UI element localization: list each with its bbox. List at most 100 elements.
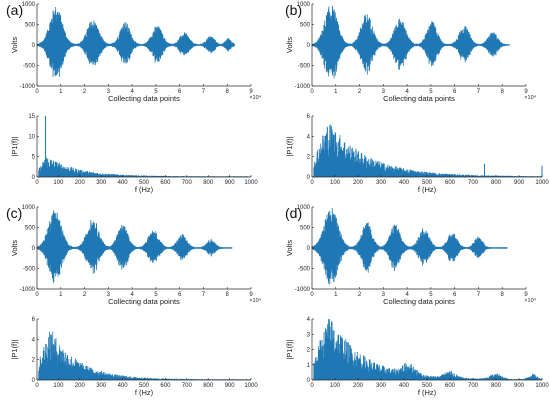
y-tick-label: 0 xyxy=(307,175,311,181)
x-axis-label: f (Hz) xyxy=(135,185,154,194)
y-tick-label: 0 xyxy=(307,43,311,49)
time-plot-c: 0 1 2 3 4 5 6 7 8 9 -1000 -500 0 500 1000 Collecting da… xyxy=(10,205,262,306)
y-tick-label: 0 xyxy=(32,175,36,181)
y-tick-label: -500 xyxy=(23,267,36,273)
y-tick-label: -1000 xyxy=(295,287,311,293)
time-plot-d: 0 1 2 3 4 5 6 7 8 9 -1000 -500 0 500 1000 Collecting da… xyxy=(285,205,537,306)
x-tick-label: 1000 xyxy=(535,383,549,389)
y-axis-label: Volts xyxy=(10,240,19,257)
y-tick-label: -1000 xyxy=(20,287,36,293)
y-tick-label: -500 xyxy=(298,64,311,70)
x-tick-label: 0 xyxy=(35,180,39,186)
x-tick-label: 300 xyxy=(376,180,387,186)
x-tick-label: 7 xyxy=(202,292,206,298)
x-tick-label: 900 xyxy=(225,383,236,389)
spectrum-plot-d: 0 100 200 300 400 500 600 700 800 900 1000 0 1 2 3 4 f (… xyxy=(285,317,549,397)
x-tick-label: 0 xyxy=(310,383,314,389)
signal-trace xyxy=(36,210,233,283)
x-tick-label: 900 xyxy=(225,180,236,186)
x-tick-label: 4 xyxy=(405,292,409,298)
x-exponent-label: ×10⁴ xyxy=(524,297,536,304)
x-tick-label: 0 xyxy=(310,180,314,186)
y-tick-label: 500 xyxy=(25,23,36,29)
y-tick-label: 1000 xyxy=(22,205,36,211)
x-tick-label: 0 xyxy=(310,292,314,298)
x-tick-label: 900 xyxy=(514,383,525,389)
y-tick-label: -500 xyxy=(298,267,311,273)
x-tick-label: 9 xyxy=(524,89,528,95)
y-axis-label: Volts xyxy=(285,240,294,257)
signal-trace xyxy=(313,124,543,177)
x-tick-label: 8 xyxy=(501,89,505,95)
x-tick-label: 3 xyxy=(382,292,386,298)
y-tick-label: -500 xyxy=(23,64,36,70)
y-tick-label: 500 xyxy=(300,226,311,232)
x-tick-label: 600 xyxy=(160,180,171,186)
x-exponent-label: ×10⁴ xyxy=(249,94,261,101)
y-axis-label: |P1(f)| xyxy=(285,339,294,359)
signal-trace xyxy=(38,331,252,380)
y-tick-label: 2 xyxy=(307,155,311,161)
time-plot-a: 0 1 2 3 4 5 6 7 8 9 -1000 -500 0 500 1000 Collecting da… xyxy=(10,2,262,103)
x-tick-label: 6 xyxy=(453,292,457,298)
x-tick-label: 100 xyxy=(53,383,64,389)
x-tick-label: 0 xyxy=(310,89,314,95)
x-exponent-label: ×10⁴ xyxy=(524,94,536,101)
x-tick-label: 1 xyxy=(59,292,63,298)
x-axis-label: f (Hz) xyxy=(418,185,437,194)
x-tick-label: 3 xyxy=(382,89,386,95)
y-tick-label: -1000 xyxy=(20,84,36,90)
y-tick-label: 0 xyxy=(307,378,311,384)
x-tick-label: 400 xyxy=(399,383,410,389)
x-tick-label: 1000 xyxy=(244,383,258,389)
x-exponent-label: ×10⁴ xyxy=(249,297,261,304)
signal-trace xyxy=(311,208,508,285)
x-tick-label: 2 xyxy=(83,292,87,298)
x-tick-label: 0 xyxy=(35,292,39,298)
y-tick-label: 6 xyxy=(307,114,311,120)
y-axis-label: |P1(f)| xyxy=(10,339,19,359)
y-tick-label: 0 xyxy=(32,246,36,252)
x-tick-label: 100 xyxy=(53,180,64,186)
x-tick-label: 800 xyxy=(203,383,214,389)
signal-trace xyxy=(313,319,543,380)
y-axis-label: |P1(f)| xyxy=(285,136,294,156)
x-tick-label: 200 xyxy=(353,180,364,186)
x-tick-label: 2 xyxy=(358,292,362,298)
x-tick-label: 2 xyxy=(83,89,87,95)
x-tick-label: 400 xyxy=(118,383,129,389)
y-tick-label: 1000 xyxy=(297,2,311,8)
y-axis-label: Volts xyxy=(10,37,19,54)
x-tick-label: 100 xyxy=(330,383,341,389)
y-tick-label: 10 xyxy=(28,134,35,140)
x-tick-label: 200 xyxy=(353,383,364,389)
y-tick-label: 0 xyxy=(32,378,36,384)
x-tick-label: 400 xyxy=(118,180,129,186)
x-tick-label: 1 xyxy=(334,292,338,298)
panel-label: (b) xyxy=(285,2,302,18)
x-tick-label: 5 xyxy=(429,292,433,298)
x-tick-label: 300 xyxy=(376,383,387,389)
y-tick-label: 0 xyxy=(32,43,36,49)
x-tick-label: 9 xyxy=(249,89,253,95)
x-tick-label: 600 xyxy=(445,383,456,389)
x-tick-label: 4 xyxy=(405,89,409,95)
x-tick-label: 7 xyxy=(202,89,206,95)
spectrum-plot-c: 0 100 200 300 400 500 600 700 800 900 1000 0 2 4 6 f (H… xyxy=(10,317,258,397)
y-tick-label: 4 xyxy=(32,337,36,343)
x-tick-label: 5 xyxy=(429,89,433,95)
y-axis-label: Volts xyxy=(285,37,294,54)
x-tick-label: 600 xyxy=(160,383,171,389)
x-tick-label: 700 xyxy=(468,383,479,389)
y-tick-label: 4 xyxy=(307,317,311,323)
x-tick-label: 500 xyxy=(422,180,433,186)
x-tick-label: 8 xyxy=(501,292,505,298)
panel-label: (d) xyxy=(285,205,302,221)
x-axis-label: f (Hz) xyxy=(135,388,154,397)
x-tick-label: 800 xyxy=(203,180,214,186)
x-tick-label: 8 xyxy=(226,89,230,95)
x-tick-label: 4 xyxy=(130,89,134,95)
panel-label: (a) xyxy=(6,2,23,18)
